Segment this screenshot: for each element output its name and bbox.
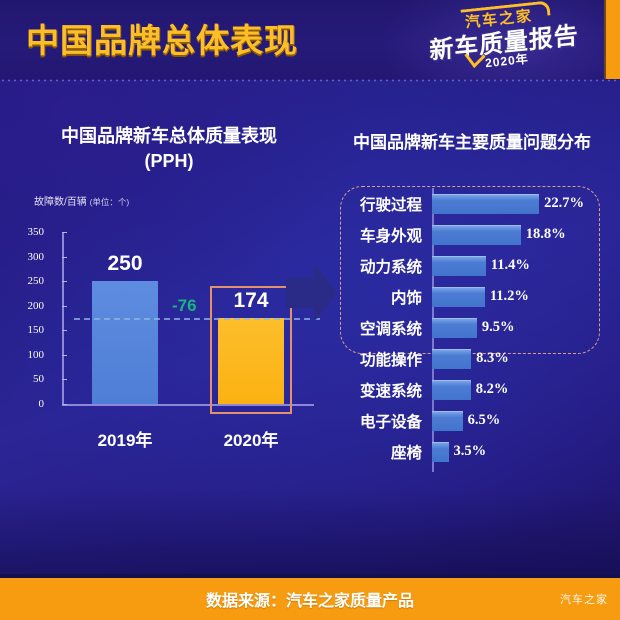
issue-value-车身外观: 18.8% xyxy=(525,226,566,242)
issue-label-变速系统: 变速系统 xyxy=(359,382,422,400)
issue-bar-车身外观 xyxy=(432,225,521,245)
y-axis-tick-mark xyxy=(62,305,67,307)
issue-row: 动力系统 11.4% xyxy=(336,250,616,281)
left-chart-title: 中国品牌新车总体质量表现 (PPH) xyxy=(34,124,304,174)
issue-label-行驶过程: 行驶过程 xyxy=(359,196,422,214)
issue-row: 电子设备 6.5% xyxy=(336,405,616,436)
issue-row: 座椅 3.5% xyxy=(336,436,616,467)
issue-bar-电子设备 xyxy=(432,411,463,431)
footer-bar: 数据来源：汽车之家质量产品 汽车之家 xyxy=(0,574,620,620)
y-axis-tick-mark xyxy=(62,330,67,332)
issue-bar-空调系统 xyxy=(432,318,477,338)
issue-bar-动力系统 xyxy=(432,256,486,276)
left-chart-axis-label-text: 故障数/百辆 xyxy=(34,197,87,208)
y-axis-tick-label: 100 xyxy=(27,348,45,361)
y-axis-tick-mark xyxy=(62,354,67,356)
y-axis-tick-label: 50 xyxy=(33,373,44,386)
issue-value-功能操作: 8.3% xyxy=(476,350,509,366)
issue-bar-功能操作 xyxy=(432,349,472,369)
header-accent-strip xyxy=(606,0,620,79)
left-chart-axis-label: 故障数/百辆 (单位：个) xyxy=(34,193,129,208)
highlight-bar-outline xyxy=(210,286,292,414)
right-bar-chart: 行驶过程 22.7% 车身外观 18.8% 动力系统 11.4% 内饰 11.2% 空调系统 9.… xyxy=(336,188,616,467)
header-dotted-separator xyxy=(0,79,620,82)
page-title: 中国品牌总体表现 xyxy=(26,22,298,59)
issue-value-动力系统: 11.4% xyxy=(490,257,530,273)
y-axis-tick-mark xyxy=(62,281,67,283)
right-chart-title: 中国品牌新车主要质量问题分布 xyxy=(353,133,591,152)
issue-value-空调系统: 9.5% xyxy=(481,319,515,335)
header-glow xyxy=(380,0,620,80)
issue-row: 功能操作 8.3% xyxy=(336,343,616,374)
x-axis-label-2019年: 2019年 xyxy=(97,431,153,450)
y-axis-tick-mark xyxy=(62,379,67,381)
y-axis-tick-label: 350 xyxy=(27,226,45,238)
brand-logo: 汽车之家 新车质量报告 2020年 xyxy=(427,0,592,74)
issue-label-电子设备: 电子设备 xyxy=(359,413,422,431)
issue-label-内饰: 内饰 xyxy=(390,289,422,307)
issue-row: 变速系统 8.2% xyxy=(336,374,616,405)
issue-label-动力系统: 动力系统 xyxy=(359,258,422,276)
y-axis-tick-label: 0 xyxy=(38,398,45,410)
bar-value-2019年: 250 xyxy=(107,252,143,276)
issue-value-行驶过程: 22.7% xyxy=(544,195,585,211)
issue-bar-变速系统 xyxy=(432,380,471,400)
issue-bar-内饰 xyxy=(432,287,485,307)
issue-bar-座椅 xyxy=(432,442,449,462)
comparison-dashed-line xyxy=(74,318,320,321)
y-axis-tick-label: 250 xyxy=(27,275,45,288)
x-axis-label-2020年: 2020年 xyxy=(223,431,279,450)
footer-watermark: 汽车之家 xyxy=(560,594,608,606)
bar-value-2020年: 174 xyxy=(233,289,269,313)
header-bar: 中国品牌总体表现 汽车之家 新车质量报告 2020年 xyxy=(0,0,620,80)
issue-value-电子设备: 6.5% xyxy=(467,412,501,428)
logo-year-text: 2020年 xyxy=(484,51,530,71)
y-axis-tick-label: 300 xyxy=(27,250,45,263)
left-chart-title-line1: 中国品牌新车总体质量表现 xyxy=(61,126,277,146)
issue-value-变速系统: 8.2% xyxy=(475,381,509,397)
issue-row: 内饰 11.2% xyxy=(336,281,616,312)
y-axis-tick-label: 150 xyxy=(27,324,45,337)
flow-arrow-icon xyxy=(286,262,338,324)
bar-2020年 xyxy=(218,318,284,404)
x-axis-line xyxy=(62,404,314,406)
footer-source-text: 数据来源：汽车之家质量产品 xyxy=(205,593,414,610)
left-chart-title-line2: (PPH) xyxy=(144,151,194,171)
header-strip-edge xyxy=(604,0,606,79)
left-chart-axis-unit: (单位：个) xyxy=(89,197,130,207)
y-axis-line xyxy=(62,232,64,404)
issue-row: 行驶过程 22.7% xyxy=(336,188,616,219)
issue-label-座椅: 座椅 xyxy=(390,444,422,462)
y-axis-tick-label: 200 xyxy=(27,299,45,312)
issue-row: 车身外观 18.8% xyxy=(336,219,616,250)
delta-annotation: -76 xyxy=(172,296,197,316)
issue-label-功能操作: 功能操作 xyxy=(359,351,422,369)
issue-bar-行驶过程 xyxy=(432,194,540,214)
issue-label-空调系统: 空调系统 xyxy=(359,320,422,338)
issue-value-内饰: 11.2% xyxy=(489,288,529,304)
left-bar-chart: 0 50 100 150 200 250 300 350 250 2019年 174 2020年 -7… xyxy=(24,226,320,450)
y-axis-tick-mark xyxy=(62,256,67,258)
issue-value-座椅: 3.5% xyxy=(453,443,487,459)
footer-top-edge xyxy=(0,574,620,578)
bar-2019年 xyxy=(92,281,158,404)
y-axis-tick-mark xyxy=(62,404,67,405)
issue-row: 空调系统 9.5% xyxy=(336,312,616,343)
y-axis-tick-mark xyxy=(62,232,67,233)
issue-label-车身外观: 车身外观 xyxy=(359,227,422,245)
